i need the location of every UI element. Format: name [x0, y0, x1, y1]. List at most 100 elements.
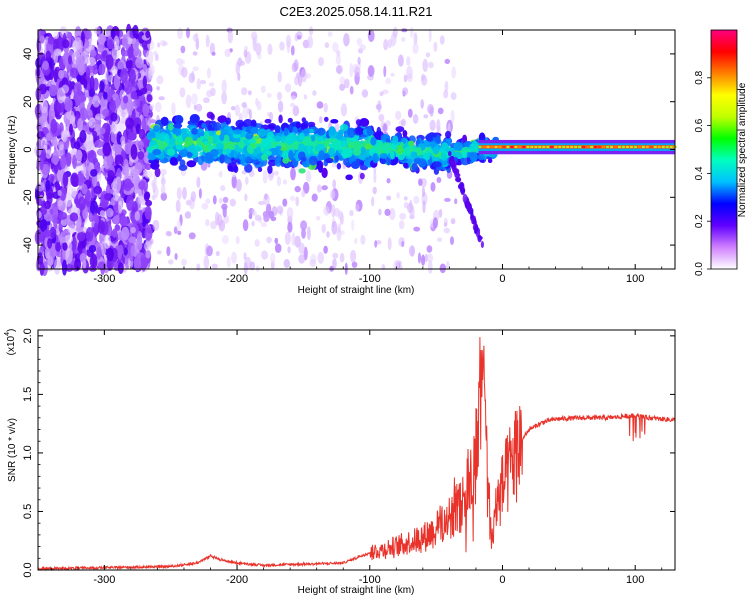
spectrogram-cell — [450, 109, 455, 124]
spectrogram-cell — [428, 61, 434, 69]
spectrogram-cell — [377, 100, 382, 113]
spectrogram-cell — [117, 262, 124, 274]
spectrogram-cell — [345, 174, 353, 181]
spectrogram-cell — [422, 186, 425, 198]
spectrogram-cell — [300, 220, 308, 231]
ridge-segment — [598, 145, 602, 149]
spectrogram-cell — [340, 103, 348, 117]
spectrogram-cell — [401, 240, 405, 248]
spectrogram-cell — [487, 158, 493, 163]
spectrogram-cell — [244, 193, 248, 202]
spectrogram-cell — [316, 101, 324, 109]
spectrogram-cell — [367, 29, 375, 42]
spectrogram-cell — [327, 31, 333, 37]
spectrogram-cell — [406, 65, 413, 80]
spectrogram-cell — [124, 164, 129, 180]
ridge-segment — [578, 145, 582, 149]
ridge-segment — [534, 145, 538, 149]
spectrogram-cell — [124, 142, 131, 155]
spectrogram-cell — [372, 153, 379, 164]
spectrogram-cell — [465, 152, 475, 158]
spectrogram-cell — [401, 37, 406, 42]
spectrogram-cell — [152, 148, 161, 156]
spectrogram-cell — [266, 236, 272, 244]
spectrogram-cell — [325, 157, 334, 164]
spectrogram-cell — [196, 78, 201, 90]
spectrogram-cell — [300, 156, 307, 162]
spectrogram-cell — [289, 102, 296, 108]
spectrogram-cell — [74, 258, 81, 271]
spectrogram-cell — [238, 154, 243, 160]
x-tick-label: 100 — [626, 273, 644, 285]
spectrogram-cell — [268, 210, 275, 219]
spectrogram-cell — [133, 255, 142, 272]
spectrogram-cell — [354, 66, 361, 77]
ridge-segment — [558, 145, 562, 149]
spectrogram-cell — [412, 113, 419, 124]
spectrogram-cell — [357, 56, 361, 65]
spectrogram-cell — [289, 195, 296, 202]
spectrogram-cell — [255, 97, 259, 106]
spectrogram-cell — [120, 117, 127, 124]
ridge-segment — [629, 145, 633, 149]
spectrogram-cell — [382, 123, 388, 132]
spectrogram-cell — [128, 236, 137, 245]
spectrogram-cell — [317, 252, 325, 264]
snr-multiplier-base: (x10 — [6, 335, 17, 355]
spectrogram-cell — [243, 262, 248, 275]
spectrogram-cell — [445, 130, 452, 139]
ridge-segment — [621, 145, 625, 149]
spectrogram-cell — [184, 211, 192, 219]
spectrogram-cell — [280, 146, 288, 152]
spectrogram-cell — [311, 193, 318, 202]
spectrogram-cell — [39, 264, 46, 272]
spectrogram-cell — [412, 42, 419, 54]
spectrogram-cell — [243, 118, 253, 128]
spectrogram-cell — [276, 154, 282, 161]
spectrogram-cell — [190, 191, 196, 202]
ridge-segment — [482, 145, 486, 149]
y-tick-label: -40 — [22, 237, 34, 253]
spectrogram-cell — [225, 117, 231, 125]
spectrogram-cell — [189, 114, 200, 124]
spectrogram-cell — [379, 153, 388, 159]
spectrogram-cell — [390, 72, 395, 77]
spectrogram-cell — [92, 130, 98, 138]
spectrogram-cell — [145, 50, 154, 66]
spectrogram-cell — [334, 122, 340, 133]
spectrogram-cell — [350, 249, 357, 263]
spectrogram-cell — [202, 144, 208, 151]
spectrogram-cell — [409, 26, 414, 38]
spectrogram-cell — [444, 197, 451, 202]
spectrogram-cell — [207, 135, 214, 144]
spectrogram-cell — [62, 242, 68, 251]
ridge-segment — [582, 145, 586, 149]
spectrogram-cell — [59, 236, 67, 243]
spectrogram-cell — [173, 123, 183, 129]
spectrogram-cell — [162, 41, 168, 47]
spectrogram-cell — [443, 217, 448, 226]
spectrogram-cell — [413, 226, 421, 232]
spectrogram-cell — [141, 117, 147, 133]
spectrogram-cell — [410, 151, 417, 159]
spectrogram-cell — [438, 208, 443, 218]
spectrogram-cell — [210, 149, 219, 157]
spectrogram-cell — [403, 74, 408, 83]
x-tick-label: -200 — [226, 574, 248, 586]
spectrogram-cell — [248, 90, 252, 96]
ridge-segment — [506, 145, 510, 149]
spectrogram-cell — [441, 142, 449, 152]
spectrogram-cell — [474, 223, 479, 234]
spectrogram-cell — [129, 69, 137, 84]
spectrogram-cell — [478, 154, 485, 161]
spectrogram-cell — [444, 58, 451, 65]
spectrogram-cell — [64, 234, 74, 244]
spectrogram-cell — [210, 113, 215, 121]
spectrogram-cell — [90, 169, 98, 177]
snr-y-axis-label: SNR (10 * v/v) — [7, 418, 18, 482]
spectrogram-cell — [182, 187, 187, 200]
spectrogram-cell — [211, 263, 218, 269]
spectrogram-cell — [332, 252, 339, 259]
spectrogram-cell — [88, 245, 97, 253]
spectrogram-cell — [321, 223, 326, 234]
